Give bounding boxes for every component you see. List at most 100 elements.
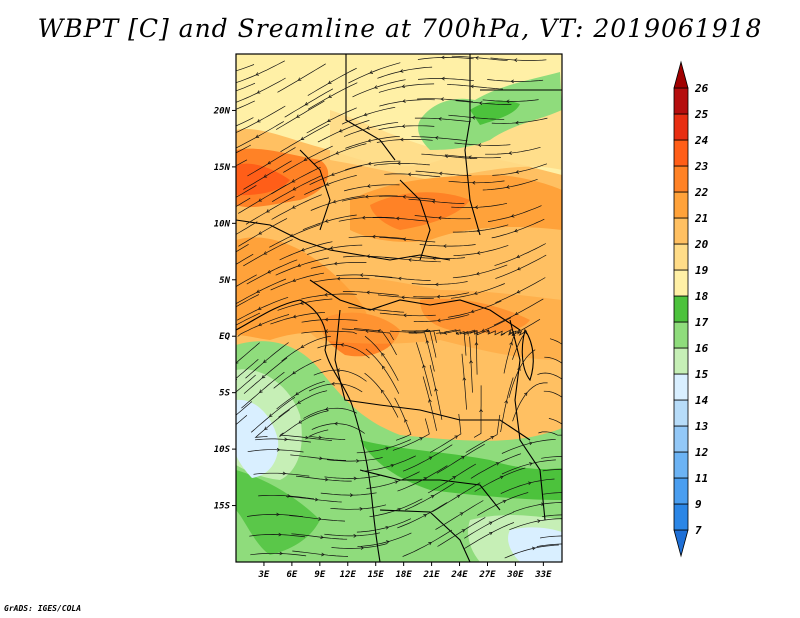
streamline-arrow — [292, 314, 297, 319]
streamline — [307, 67, 357, 96]
streamline — [317, 344, 370, 359]
streamline — [469, 329, 506, 336]
streamline-arrow — [529, 462, 533, 466]
streamline — [427, 463, 477, 494]
streamline — [324, 532, 381, 537]
lat-label: 5N — [219, 276, 230, 286]
streamline-arrow — [268, 413, 273, 418]
streamline — [453, 245, 509, 257]
streamline-arrow — [366, 126, 370, 130]
streamline — [241, 371, 285, 409]
streamline-arrow — [386, 540, 390, 544]
colorbar-segment — [673, 165, 689, 193]
streamline-arrow — [303, 157, 308, 162]
streamline — [291, 533, 348, 540]
streamline — [423, 329, 469, 336]
border-line-6 — [334, 309, 531, 441]
streamline-arrow — [359, 507, 364, 511]
streamline — [243, 357, 288, 394]
streamline-arrow — [400, 137, 404, 142]
streamline — [493, 298, 544, 326]
streamline — [290, 454, 347, 461]
streamline — [236, 374, 256, 393]
streamline-arrow — [292, 370, 296, 375]
streamline — [236, 253, 254, 265]
streamline — [537, 372, 562, 380]
streamline-arrow — [573, 353, 576, 356]
streamline — [249, 534, 306, 538]
streamline-arrow — [338, 128, 343, 133]
streamline-arrow — [403, 313, 407, 318]
streamline — [454, 142, 511, 146]
streamline-arrow — [398, 276, 402, 281]
streamline — [236, 82, 256, 92]
streamline — [487, 205, 542, 222]
streamline — [417, 57, 474, 60]
streamline — [494, 243, 546, 266]
streamline-arrow — [488, 521, 493, 525]
field-ne-green2 — [470, 100, 520, 125]
streamline-arrow — [470, 84, 474, 89]
streamline — [236, 100, 255, 110]
streamline — [330, 504, 387, 510]
streamline-arrow — [434, 135, 439, 140]
coastline-west — [236, 299, 381, 562]
streamline-arrow — [401, 84, 406, 89]
streamline — [308, 429, 346, 440]
streamline — [401, 330, 437, 358]
streamline — [411, 281, 468, 285]
streamline — [429, 365, 443, 420]
streamline-arrow — [292, 278, 296, 283]
streamline-arrow — [226, 268, 229, 271]
streamline-arrow — [324, 293, 328, 297]
colorbar-label: 12 — [695, 446, 709, 459]
streamline — [364, 335, 399, 381]
streamline — [474, 467, 526, 492]
streamline — [236, 159, 248, 167]
streamline — [543, 492, 562, 495]
lon-label: 6E — [286, 570, 297, 580]
streamline-arrow — [537, 519, 541, 523]
streamline-arrow — [318, 435, 322, 440]
streamline-arrow — [340, 343, 344, 347]
streamline — [278, 390, 328, 418]
streamline — [343, 121, 399, 137]
streamline — [238, 218, 288, 247]
streamline — [348, 62, 401, 84]
streamline — [341, 195, 398, 202]
streamline-arrow — [527, 481, 532, 486]
streamline — [411, 136, 468, 142]
streamline-arrow — [441, 76, 445, 81]
streamline-arrow — [490, 436, 495, 440]
streamline-arrow — [569, 535, 572, 538]
streamline-arrow — [531, 546, 536, 551]
streamline — [414, 117, 471, 123]
streamline-arrow — [258, 198, 262, 202]
streamline-arrow — [278, 532, 282, 537]
field-west-hot2 — [236, 163, 290, 196]
streamline-arrow — [428, 456, 433, 460]
streamline-arrow — [395, 216, 400, 221]
streamline — [402, 529, 453, 557]
streamline — [353, 328, 397, 356]
streamline-arrow — [291, 179, 296, 183]
colorbar-label: 23 — [694, 160, 709, 173]
colorbar-segment — [673, 269, 689, 297]
streamline — [236, 359, 259, 379]
streamline-arrow — [382, 365, 386, 370]
streamline — [444, 154, 501, 159]
streamline — [419, 244, 476, 247]
streamline — [301, 293, 357, 300]
streamline-arrow — [474, 341, 479, 346]
streamline-arrow — [320, 535, 324, 540]
streamline — [236, 117, 254, 127]
streamline-arrow — [224, 129, 227, 132]
streamline-arrow — [263, 174, 268, 178]
lat-label: 10S — [214, 445, 231, 455]
streamline — [538, 431, 562, 436]
colorbar-label: 9 — [695, 498, 702, 511]
streamline — [345, 160, 401, 171]
streamline — [473, 385, 482, 438]
colorbar-segment — [673, 451, 689, 479]
lake-east — [521, 328, 534, 382]
